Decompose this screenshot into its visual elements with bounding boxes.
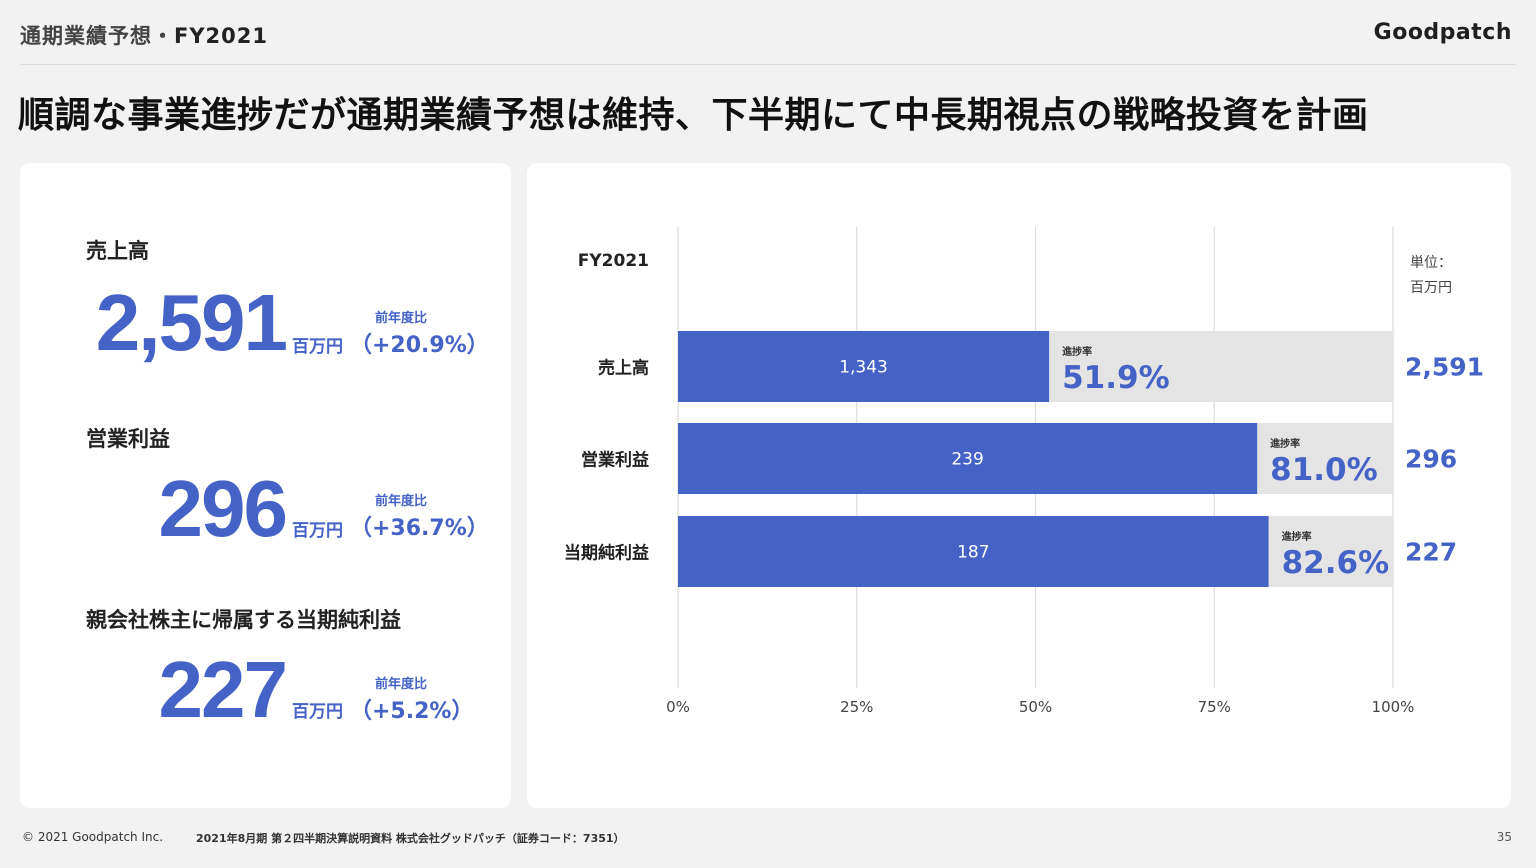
kpi-value-operating-profit: 296: [158, 464, 288, 553]
actual-value-label: 1,343: [839, 358, 888, 378]
kpi-yoy-operating-profit: （+36.7%）: [350, 516, 489, 541]
category-label: 当期純利益: [564, 543, 649, 564]
category-label: 営業利益: [581, 450, 649, 471]
x-tick-label: 50%: [1019, 698, 1052, 716]
forecast-value-label: 227: [1405, 538, 1457, 567]
section-title-text: 通期業績予想: [20, 24, 152, 48]
kpi-label-revenue: 売上高: [86, 239, 149, 263]
kpi-yoy-label-operating-profit: 前年度比: [375, 494, 428, 509]
forecast-value-label: 2,591: [1405, 353, 1484, 382]
kpi-value-revenue: 2,591: [95, 278, 288, 367]
x-tick-label: 75%: [1198, 698, 1231, 716]
forecast-value-label: 296: [1405, 445, 1457, 474]
kpi-yoy-revenue: （+20.9%）: [350, 333, 489, 358]
kpi-label-net-income: 親会社株主に帰属する当期純利益: [86, 608, 401, 632]
chart-unit-label: 単位：: [1410, 255, 1452, 271]
actual-bar: [678, 331, 1050, 402]
kpi-unit-revenue: 百万円: [292, 337, 343, 357]
chart-period-label: FY2021: [578, 251, 649, 271]
progress-rate-caption: 進捗率: [1062, 345, 1092, 358]
section-title: 通期業績予想・FY2021: [20, 20, 268, 50]
kpi-unit-net-income: 百万円: [292, 702, 343, 722]
progress-rate-value: 51.9%: [1062, 360, 1170, 396]
x-tick-label: 25%: [840, 698, 873, 716]
page-number: 35: [1496, 830, 1512, 844]
footer-document-title: 2021年8月期 第２四半期決算説明資料 株式会社グッドパッチ（証券コード：73…: [196, 832, 625, 845]
header-divider: [20, 64, 1516, 65]
kpi-label-operating-profit: 営業利益: [86, 427, 170, 451]
kpi-yoy-label-revenue: 前年度比: [375, 311, 428, 326]
kpi-panel: 売上高 2,591 百万円 前年度比 （+20.9%） 営業利益 296 百万円…: [20, 163, 511, 808]
slide-headline: 順調な事業進捗だが通期業績予想は維持、下半期にて中長期視点の戦略投資を計画: [18, 95, 1369, 136]
kpi-value-net-income: 227: [158, 645, 288, 734]
x-tick-label: 100%: [1372, 698, 1415, 716]
progress-chart-panel: 0% 25% 50% 75% 100% FY2021 単位： 百万円売上高 1,343 進捗率 51…: [527, 163, 1511, 808]
category-label: 売上高: [598, 358, 649, 379]
actual-bar: [678, 423, 1258, 494]
progress-rate-caption: 進捗率: [1270, 437, 1300, 450]
section-title-fiscal-year: FY2021: [174, 24, 268, 48]
x-tick-label: 0%: [666, 698, 690, 716]
actual-bar: [678, 516, 1269, 587]
kpi-yoy-net-income: （+5.2%）: [350, 699, 474, 724]
progress-rate-value: 82.6%: [1282, 545, 1390, 581]
footer-copyright: © 2021 Goodpatch Inc.: [22, 830, 164, 844]
progress-rate-caption: 進捗率: [1282, 530, 1312, 543]
top-bar: 通期業績予想・FY2021 Goodpatch: [20, 20, 1516, 50]
section-title-separator: ・: [152, 24, 174, 48]
actual-value-label: 187: [957, 543, 989, 563]
kpi-unit-operating-profit: 百万円: [292, 521, 343, 541]
progress-rate-value: 81.0%: [1270, 452, 1378, 488]
kpi-yoy-label-net-income: 前年度比: [375, 677, 428, 692]
chart-unit-value: 百万円: [1410, 280, 1452, 296]
goodpatch-logo: Goodpatch: [1373, 20, 1512, 45]
actual-value-label: 239: [951, 450, 983, 470]
